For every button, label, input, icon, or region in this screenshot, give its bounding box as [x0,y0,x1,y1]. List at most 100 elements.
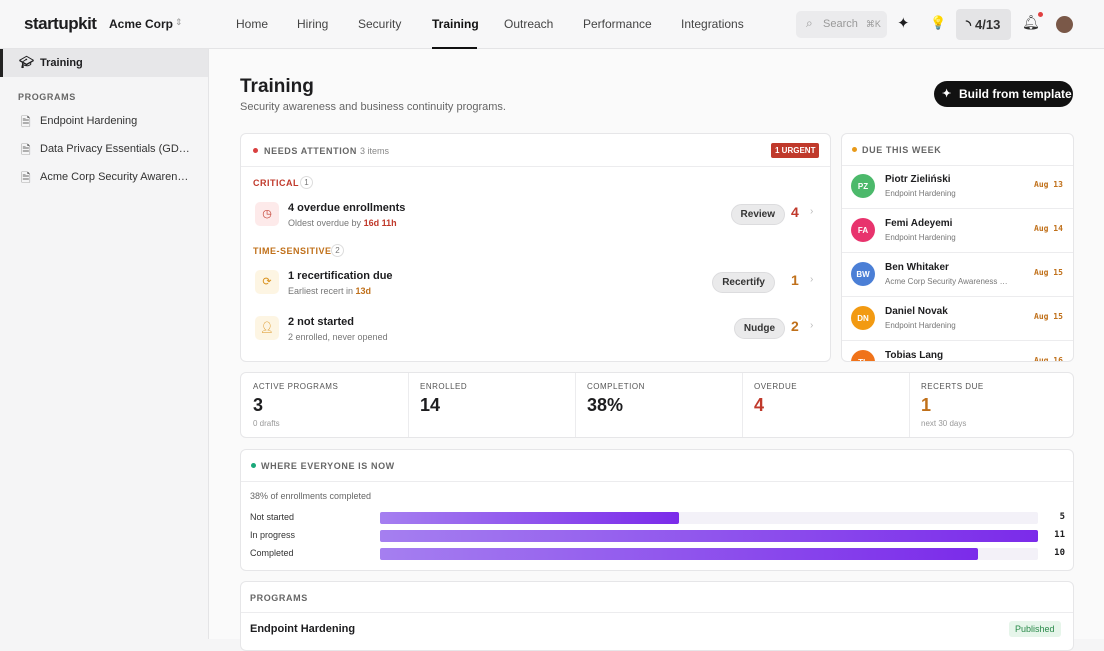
doc-icon: 🗎 [21,143,31,157]
due-title: DUE THIS WEEK [862,145,942,155]
build-button[interactable]: ✦ Build from template [934,81,1073,107]
due-card: DUE THIS WEEK PZ Piotr Zieliński Endpoint H… [841,133,1074,362]
item-value: 1 [791,272,799,288]
item-value: 4 [791,204,799,220]
sidebar-item[interactable]: 🗎 Data Privacy Essentials (GD… [0,140,208,164]
stat-label: OVERDUE [754,382,798,391]
stat-value: 3 [253,395,264,415]
stat-value: 38% [587,395,624,415]
sidebar-item-label: Data Privacy Essentials (GD… [40,143,190,155]
item-action[interactable]: Review [730,204,785,225]
training-icon: 🎓︎ [19,55,35,69]
stat-label: RECERTS DUE [921,382,984,391]
person-avatar: PZ [851,174,875,198]
notification-dot [1038,12,1043,17]
item-detail-text: Earliest recert in [288,286,354,296]
item-icon: 👤︎ [255,316,279,340]
progress-badge[interactable]: ◝ 4/13 [956,9,1011,40]
item-action[interactable]: Nudge [733,318,785,339]
nav-item[interactable]: Performance [583,17,652,31]
item-action[interactable]: Recertify [712,272,775,293]
search-placeholder: Search [823,18,858,30]
progress-caption: 38% of enrollments completed [250,491,372,501]
item-value: 2 [791,318,799,334]
top-bar: startupkit Acme Corp ⇕ Home Hiring Security Tr… [0,0,1104,49]
person-name: Tobias Lang [885,350,944,361]
nav-item[interactable]: Security [358,17,402,31]
logo[interactable]: startupkit [24,14,97,33]
person-date: Aug 16 [1034,356,1063,362]
stat-value: 4 [754,395,765,415]
divider [241,481,1073,482]
build-label: Build from template [959,87,1072,101]
bar-value: 11 [1054,530,1065,540]
person-program: Endpoint Hardening [885,321,956,330]
stats-card: ACTIVE PROGRAMS 3 0 drafts ENROLLED 14 COMPLE… [240,372,1074,438]
bar [380,548,979,560]
nav-item[interactable]: Integrations [681,17,744,31]
ai-button[interactable]: ✦ [897,15,910,32]
divider [742,373,743,437]
stat-note: 0 drafts [253,419,280,428]
divider [842,252,1073,253]
search-box[interactable]: ⌕ Search ⌘K [796,11,887,38]
progress-spinner: ◝ [966,17,972,32]
nav-underline [432,47,477,49]
urgent-badge: 1 URGENT [771,143,820,158]
org-switcher[interactable]: Acme Corp [109,17,174,31]
main: Training Security awareness and business … [209,49,1104,651]
sidebar-item[interactable]: 🗎 Acme Corp Security Awaren… [0,168,208,192]
nav-item[interactable]: Training [432,17,479,31]
sidebar-item[interactable]: 🗎 Endpoint Hardening [0,112,208,136]
item-highlight: 16d 11h [363,218,397,228]
item-detail: 2 enrolled, never opened [288,332,388,342]
person-date: Aug 14 [1034,224,1063,233]
progress-card: WHERE EVERYONE IS NOW 38% of enrollments … [240,449,1074,571]
row-label: Not started [250,512,295,522]
nav-item[interactable]: Outreach [504,17,554,31]
nav-item[interactable]: Home [236,17,269,31]
program-name[interactable]: Endpoint Hardening [250,623,356,635]
bar-value: 5 [1059,512,1065,522]
notifications-button[interactable]: 🔔︎ [1022,14,1040,30]
bar [380,530,1038,542]
doc-icon: 🗎 [21,115,31,129]
bar-value: 10 [1054,548,1065,558]
user-avatar[interactable] [1056,16,1073,33]
programs-title: PROGRAMS [250,593,308,603]
item-detail: Oldest overdue by 16d 11h [288,218,397,228]
programs-card: PROGRAMS Endpoint Hardening Published [240,581,1074,651]
attention-count: 3 items [360,146,390,156]
person-date: Aug 15 [1034,312,1063,321]
nav-item[interactable]: Hiring [297,17,329,31]
person-name: Daniel Novak [885,306,948,317]
group-label: CRITICAL [253,178,299,188]
person-program: Endpoint Hardening [885,233,956,242]
sidebar-section: PROGRAMS [18,92,76,102]
divider [241,612,1073,613]
divider [842,296,1073,297]
person-date: Aug 13 [1034,180,1063,189]
build-icon: ✦ [942,88,952,100]
bar [380,512,680,524]
divider [842,208,1073,209]
item-highlight: 13d [355,286,372,296]
person-name: Femi Adeyemi [885,218,953,229]
program-status: Published [1009,621,1061,637]
sidebar-item-label: Endpoint Hardening [40,115,138,127]
person-avatar: DN [851,306,875,330]
item-detail-text: Oldest overdue by [288,218,362,228]
progress-text: 4/13 [975,17,1001,32]
doc-icon: 🗎 [21,171,31,185]
row-label: In progress [250,530,296,540]
ideas-button[interactable]: 💡 [930,15,947,30]
divider [408,373,409,437]
attention-card: NEEDS ATTENTION 3 items 1 URGENT CRITICAL 1 ◷… [240,133,831,362]
item-chevron: › [810,206,814,217]
sidebar-active[interactable]: 🎓︎ Training [0,49,208,77]
item-chevron: › [810,274,814,285]
page-title: Training [240,76,314,97]
person-program: Endpoint Hardening [885,189,956,198]
sidebar-active-label: Training [40,57,83,69]
stat-note: next 30 days [921,419,967,428]
